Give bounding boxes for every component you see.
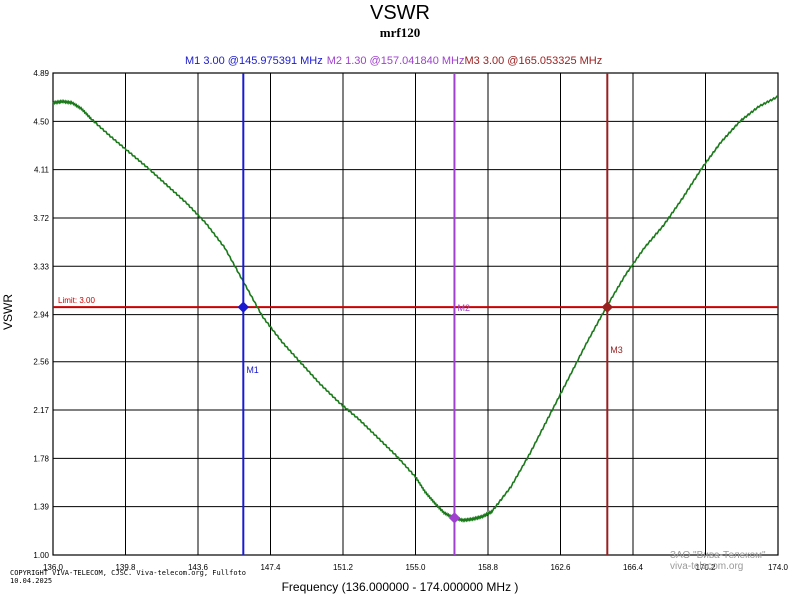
x-tick-label: 136.0 — [43, 563, 64, 572]
copyright-text: COPYRIGHT VIVA-TELECOM, CJSC. Viva-telec… — [10, 569, 246, 585]
x-tick-label: 170.2 — [695, 563, 716, 572]
marker-label-m1: M1 — [246, 365, 259, 375]
marker-readout-m2: M2 1.30 @157.041840 MHz — [326, 55, 465, 67]
x-tick-label: 139.8 — [115, 563, 136, 572]
y-tick-label: 3.33 — [33, 262, 49, 271]
marker-label-m2: M2 — [457, 303, 470, 313]
x-tick-label: 151.2 — [333, 563, 354, 572]
marker-point-m1 — [237, 301, 250, 313]
y-tick-labels: 1.00 1.39 1.78 2.17 2.56 2.94 3.33 3.72 4.11 4.50… — [33, 69, 49, 560]
y-tick-label: 2.17 — [33, 406, 49, 415]
markers-group: M1 M2 M3 — [237, 73, 623, 555]
vswr-series-line — [52, 95, 779, 523]
watermark-line-1: ЗАО "Вива-Телеком" — [670, 550, 766, 561]
x-tick-label: 174.0 — [768, 563, 789, 572]
marker-point-m2 — [448, 512, 461, 524]
y-tick-label: 1.78 — [33, 454, 49, 463]
limit-line-group: Limit: 3.00 — [53, 296, 778, 309]
x-tick-label: 155.0 — [405, 563, 426, 572]
chart-title: VSWR — [370, 2, 430, 24]
watermark-line-2: viva-telecom.org — [670, 561, 744, 572]
marker-readouts: M1 3.00 @145.975391 MHz M2 1.30 @157.0418… — [185, 55, 602, 67]
x-tick-label: 147.4 — [260, 563, 281, 572]
y-tick-label: 2.56 — [33, 358, 49, 367]
copyright-line-2: 10.04.2025 — [10, 577, 53, 585]
marker-readout-m1: M1 3.00 @145.975391 MHz — [185, 55, 323, 67]
marker-point-m3 — [601, 301, 614, 313]
y-tick-label: 1.00 — [33, 551, 49, 560]
y-tick-label: 4.50 — [33, 117, 49, 126]
series-group — [52, 95, 779, 523]
x-tick-label: 166.4 — [623, 563, 644, 572]
x-tick-label: 158.8 — [478, 563, 499, 572]
marker-label-m3: M3 — [610, 345, 623, 355]
x-axis-label: Frequency (136.000000 - 174.000000 MHz ) — [281, 580, 519, 594]
marker-readout-m3: M3 3.00 @165.053325 MHz — [464, 55, 603, 67]
grid — [52, 72, 779, 556]
y-tick-label: 2.94 — [33, 311, 49, 320]
y-tick-label: 4.11 — [34, 166, 50, 175]
x-tick-label: 162.6 — [550, 563, 571, 572]
chart-subtitle: mrf120 — [379, 25, 421, 40]
y-tick-label: 4.89 — [33, 69, 49, 78]
x-tick-label: 143.6 — [188, 563, 209, 572]
y-tick-label: 3.72 — [33, 214, 49, 223]
watermark: ЗАО "Вива-Телеком" viva-telecom.org — [670, 550, 766, 572]
copyright-line-1: COPYRIGHT VIVA-TELECOM, CJSC. Viva-telec… — [10, 569, 247, 577]
y-tick-label: 1.39 — [33, 503, 49, 512]
x-tick-labels: 136.0 139.8 143.6 147.4 151.2 155.0 158.8 162.6… — [43, 563, 789, 572]
limit-label: Limit: 3.00 — [58, 296, 95, 305]
